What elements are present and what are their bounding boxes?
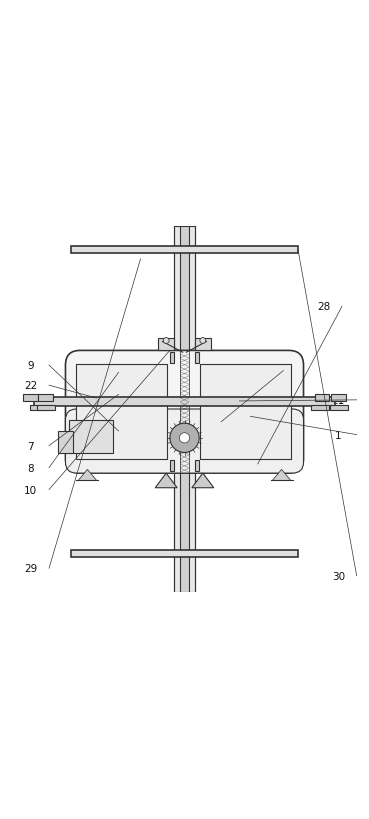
Bar <box>314 395 329 401</box>
Text: 22: 22 <box>24 381 37 391</box>
FancyBboxPatch shape <box>65 351 304 473</box>
Bar <box>175 227 194 592</box>
Text: 9: 9 <box>27 360 34 371</box>
Text: 7: 7 <box>27 441 34 451</box>
Bar <box>194 353 199 364</box>
Bar <box>71 247 298 253</box>
Bar <box>330 406 348 410</box>
Polygon shape <box>272 470 291 481</box>
Polygon shape <box>155 473 177 488</box>
Text: 27: 27 <box>258 366 272 376</box>
Circle shape <box>170 423 199 453</box>
Polygon shape <box>78 470 97 481</box>
Text: 21: 21 <box>332 396 345 405</box>
Bar <box>34 398 335 407</box>
Bar <box>23 395 38 401</box>
Text: 28: 28 <box>317 302 330 312</box>
Circle shape <box>200 338 206 344</box>
Circle shape <box>163 338 169 344</box>
Bar <box>158 338 175 351</box>
Text: 29: 29 <box>24 563 37 573</box>
Text: 10: 10 <box>24 485 37 495</box>
Bar <box>200 365 291 459</box>
Bar <box>38 395 53 401</box>
Bar <box>311 406 329 410</box>
Bar <box>194 338 211 351</box>
Text: 8: 8 <box>27 463 34 473</box>
Text: 1: 1 <box>335 430 342 440</box>
Bar <box>331 395 346 401</box>
Bar <box>170 461 175 472</box>
Bar <box>180 227 189 592</box>
Bar <box>30 406 48 410</box>
Polygon shape <box>192 473 214 488</box>
Text: 30: 30 <box>332 571 345 581</box>
FancyBboxPatch shape <box>65 410 304 473</box>
Bar <box>76 365 167 459</box>
Bar <box>71 550 298 557</box>
Bar <box>58 432 73 454</box>
Bar <box>194 461 199 472</box>
Circle shape <box>179 433 190 443</box>
Bar <box>37 406 55 410</box>
Bar <box>170 353 175 364</box>
Bar <box>69 420 113 454</box>
